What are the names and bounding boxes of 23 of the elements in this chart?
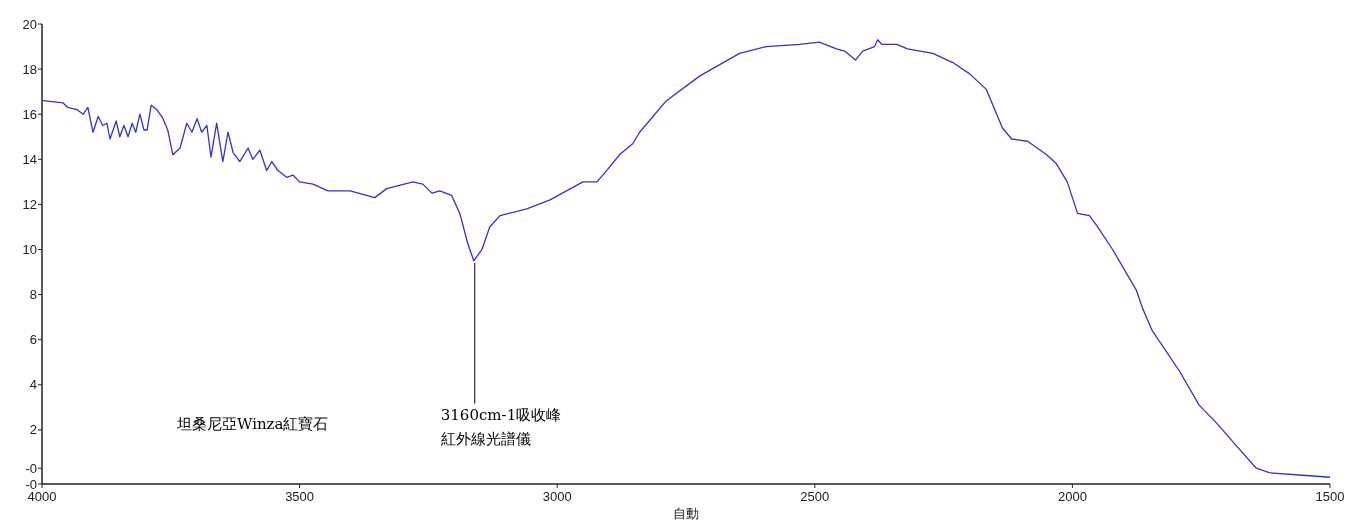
x-tick-label: 4000 — [27, 489, 57, 504]
y-tick-label: 8 — [29, 287, 37, 303]
x-tick-label: 2000 — [1057, 489, 1087, 504]
x-tick-label: 1500 — [1315, 489, 1345, 504]
y-tick-label: 14 — [22, 151, 37, 167]
annotation: 3160cm-1吸收峰 — [440, 405, 562, 424]
y-tick-label: 20 — [22, 16, 37, 32]
y-tick-label: 6 — [29, 332, 37, 348]
x-tick-label: 3500 — [285, 489, 315, 504]
x-tick-label: 3000 — [542, 489, 572, 504]
y-tick-label: -0 — [25, 476, 37, 492]
annotation: 紅外線光譜儀 — [440, 429, 531, 448]
y-tick-label: 4 — [29, 377, 37, 393]
y-tick-label: 2 — [29, 422, 37, 438]
y-tick-label: 18 — [22, 61, 37, 77]
x-axis-title: 自動 — [673, 506, 699, 521]
y-tick-label: 12 — [22, 196, 37, 212]
x-tick-label: 2500 — [800, 489, 830, 504]
y-tick-label: -0 — [25, 460, 37, 476]
annotation: 坦桑尼亞Winza紅寶石 — [176, 414, 329, 433]
y-tick-label: 16 — [22, 106, 37, 122]
line-series — [42, 39, 1331, 478]
y-tick-label: 10 — [22, 242, 37, 258]
